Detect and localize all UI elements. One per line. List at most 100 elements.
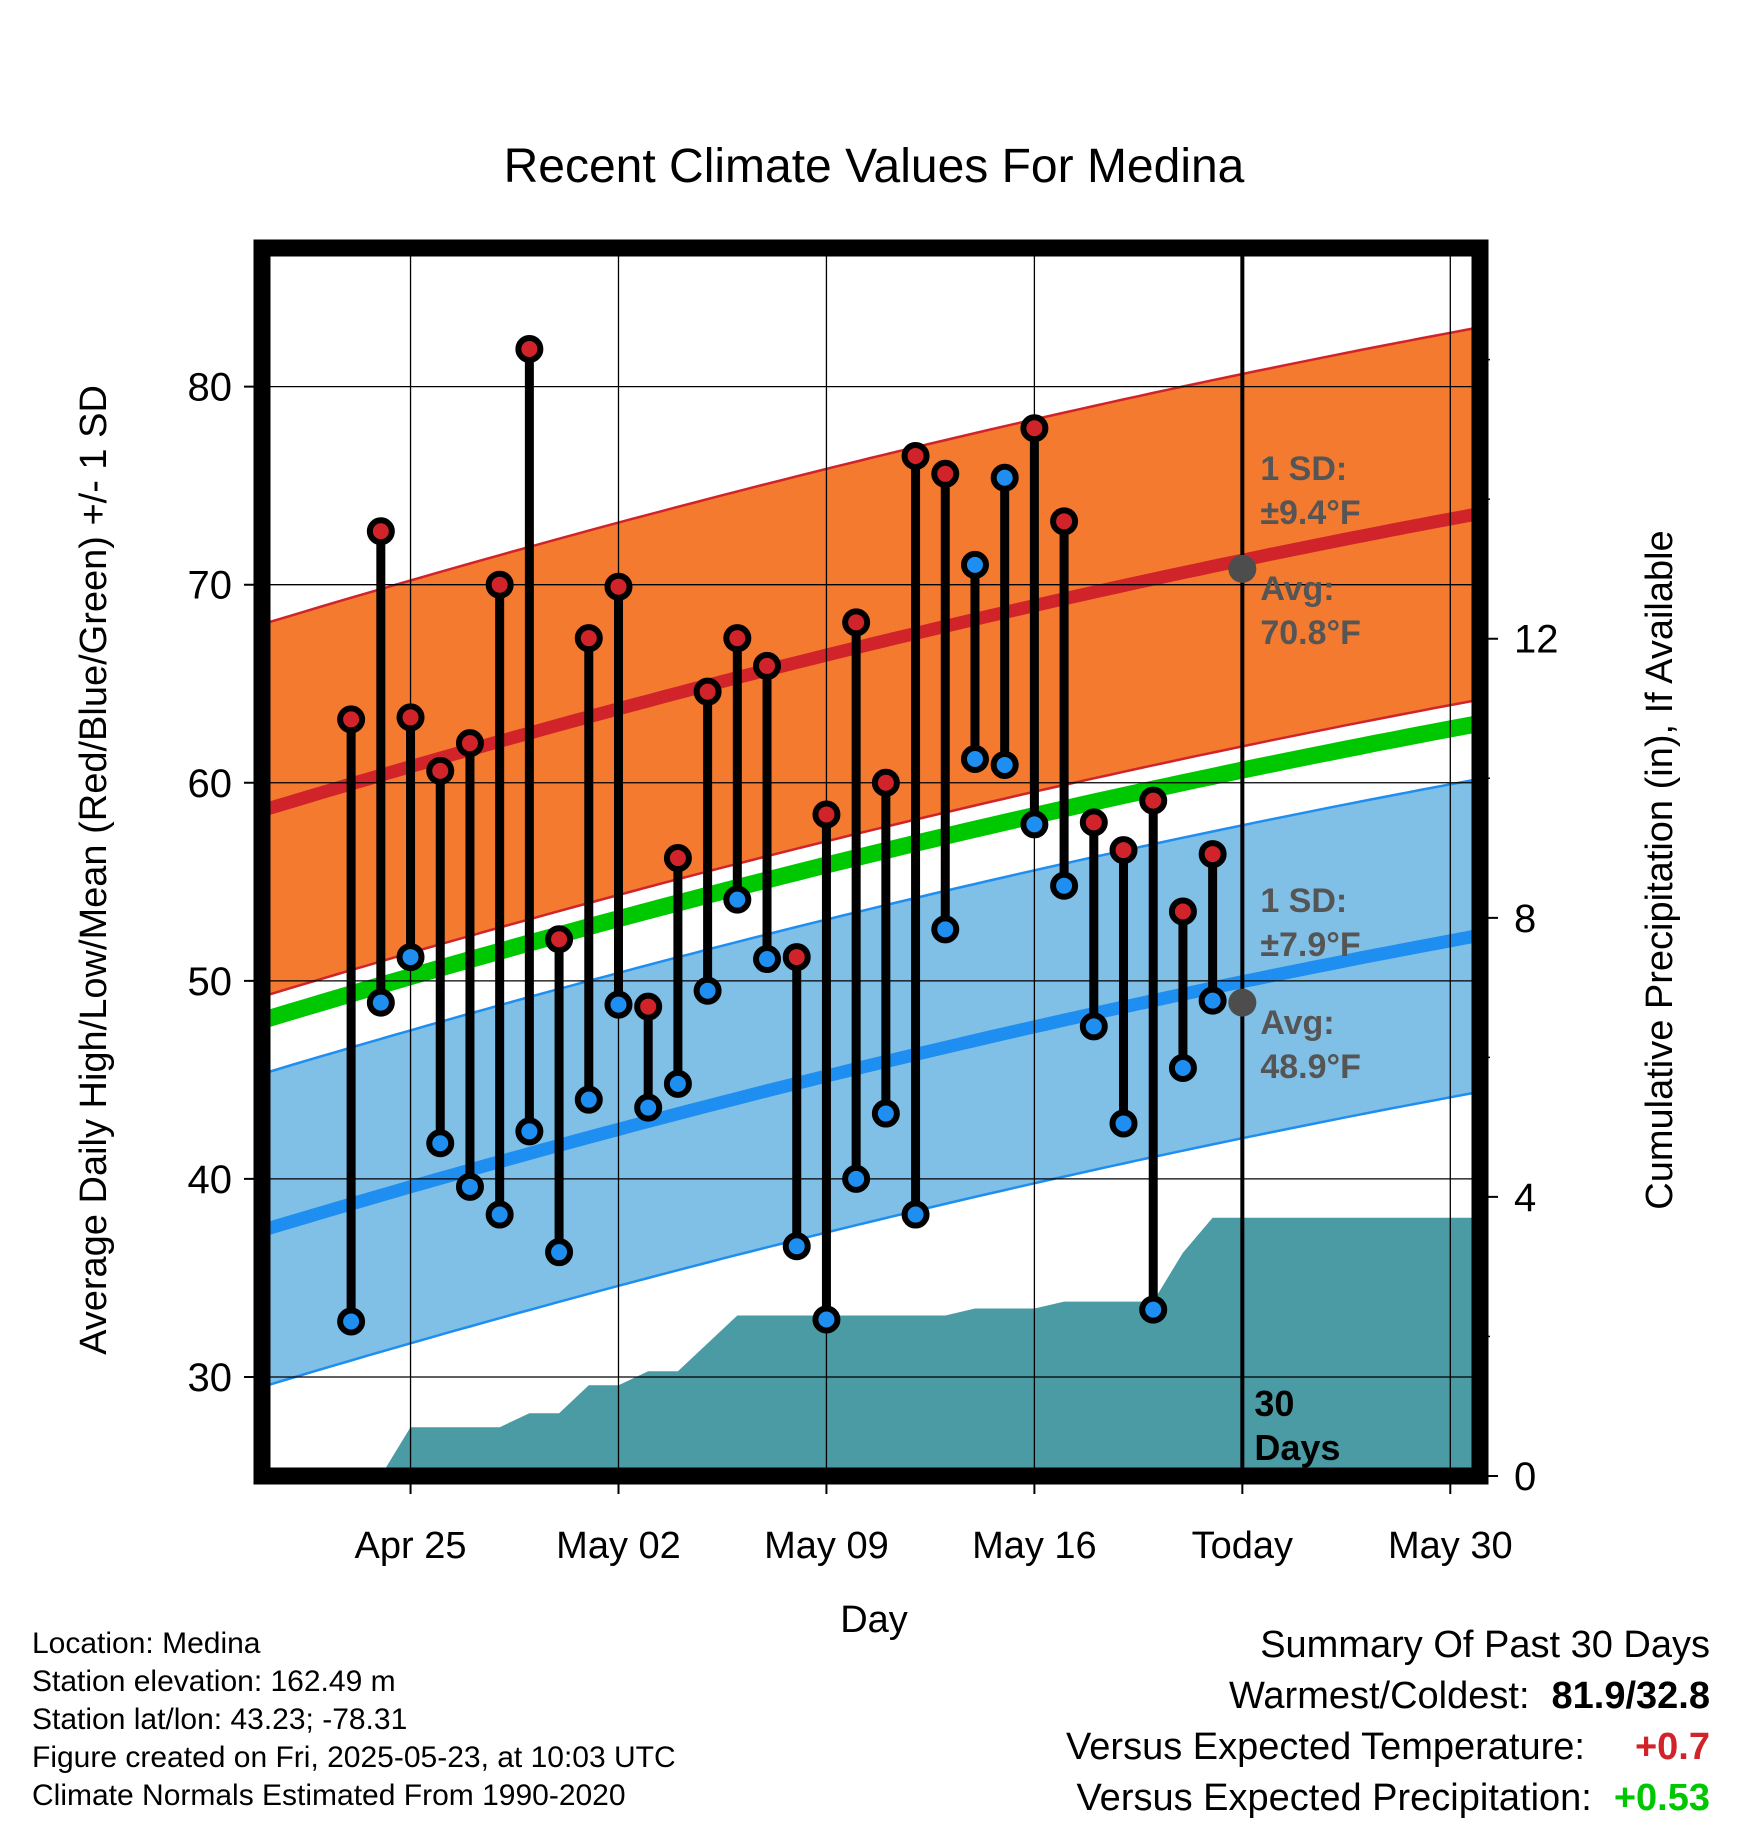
daily-high-point (337, 705, 366, 734)
low-sd-label: 1 SD: (1260, 882, 1347, 920)
daily-low-point (1139, 1295, 1168, 1324)
daily-low-point (604, 990, 633, 1019)
temp-value: +0.7 (1634, 1726, 1710, 1768)
days-count-label: 30 (1254, 1383, 1294, 1424)
daily-high-point (990, 463, 1019, 492)
high-avg-label: Avg: (1260, 570, 1334, 608)
precip-area (262, 1217, 1480, 1476)
x-tick-label: Today (1192, 1525, 1293, 1567)
y-tick-label: 40 (188, 1158, 233, 1202)
daily-low-point (1050, 871, 1079, 900)
low-avg-label: Avg: (1260, 1004, 1334, 1042)
daily-high-point (1139, 786, 1168, 815)
precip-label: Versus Expected Precipitation: (1076, 1777, 1592, 1819)
daily-low-point (931, 915, 960, 944)
daily-high-point (455, 729, 484, 758)
daily-low-point (1198, 986, 1227, 1015)
high-sd-lower-edge (261, 698, 1481, 998)
daily-high-point (901, 441, 930, 470)
y2-tick-label: 0 (1514, 1455, 1536, 1499)
daily-low-point (723, 885, 752, 914)
x-tick-label: May 30 (1388, 1525, 1513, 1567)
daily-low-point (515, 1117, 544, 1146)
daily-low-point (871, 1099, 900, 1128)
chart-title: Recent Climate Values For Medina (504, 140, 1245, 193)
high-sd-band (262, 327, 1480, 997)
daily-low-point (426, 1129, 455, 1158)
low-sd-value: ±7.9°F (1260, 926, 1360, 964)
daily-high-point (1050, 507, 1079, 536)
y-tick-label: 80 (188, 366, 233, 410)
daily-low-point (990, 750, 1019, 779)
daily-high-point (931, 459, 960, 488)
daily-high-point (1109, 836, 1138, 865)
precip-value: +0.53 (1613, 1777, 1710, 1819)
low-sd-lower-edge (261, 1090, 1481, 1389)
climate-normals-note: Climate Normals Estimated From 1990-2020 (32, 1779, 626, 1812)
warm-cold-label: Warmest/Coldest: (1228, 1675, 1530, 1717)
plot-frame (253, 239, 1489, 1485)
daily-high-point (1020, 414, 1049, 443)
x-axis-label: Day (840, 1599, 908, 1641)
daily-high-point (723, 624, 752, 653)
daily-low-point (485, 1200, 514, 1229)
daily-high-point (1168, 897, 1197, 926)
warm-cold-value: 81.9/32.8 (1551, 1675, 1710, 1717)
daily-high-point (782, 943, 811, 972)
figure-created: Figure created on Fri, 2025-05-23, at 10… (32, 1741, 676, 1774)
daily-high-point (1079, 808, 1108, 837)
daily-low-point (545, 1238, 574, 1267)
daily-high-point (812, 800, 841, 829)
daily-low-point (455, 1172, 484, 1201)
daily-low-point (574, 1085, 603, 1114)
today-low-avg-marker (1228, 988, 1257, 1017)
daily-low-point (396, 943, 425, 972)
daily-low-point (693, 976, 722, 1005)
y-axis-label-right: Cumulative Precipitation (in), If Availa… (1639, 530, 1681, 1209)
summary-warm-cold: Warmest/Coldest: 81.9/32.8 (1066, 1671, 1710, 1722)
high-sd-value: ±9.4°F (1260, 494, 1360, 532)
y2-tick-label: 12 (1514, 618, 1559, 662)
daily-low-point (1168, 1053, 1197, 1082)
station-info: Location: Medina Station elevation: 162.… (32, 1625, 676, 1815)
daily-low-point (842, 1164, 871, 1193)
y-tick-label: 60 (188, 762, 233, 806)
y-tick-label: 70 (188, 564, 233, 608)
daily-low-point (663, 1069, 692, 1098)
daily-high-point (366, 517, 395, 546)
daily-high-point (574, 624, 603, 653)
today-high-avg-marker (1228, 554, 1257, 583)
y-axis-label-left: Average Daily High/Low/Mean (Red/Blue/Gr… (73, 385, 115, 1355)
daily-high-point (871, 768, 900, 797)
y-tick-label: 30 (188, 1356, 233, 1400)
daily-high-point (663, 844, 692, 873)
station-location: Location: Medina (32, 1627, 261, 1660)
daily-low-point (634, 1093, 663, 1122)
summary-temp: Versus Expected Temperature: +0.7 (1066, 1722, 1710, 1773)
daily-high-point (842, 608, 871, 637)
low-sd-upper-edge (261, 777, 1481, 1076)
daily-high-point (634, 992, 663, 1021)
temp-label: Versus Expected Temperature: (1066, 1726, 1585, 1768)
daily-high-point (515, 335, 544, 364)
daily-high-point (604, 572, 633, 601)
plot-area: 1 SD: ±9.4°F Avg: 70.8°F 1 SD: ±7.9°F Avg: 48.9… (188, 239, 1559, 1567)
low-sd-band (262, 778, 1480, 1387)
daily-low-point (960, 745, 989, 774)
daily-high-point (396, 703, 425, 732)
daily-low-point (782, 1232, 811, 1261)
daily-high-point (960, 550, 989, 579)
high-avg-value: 70.8°F (1260, 614, 1361, 652)
summary-precip: Versus Expected Precipitation: +0.53 (1066, 1773, 1710, 1824)
daily-low-point (337, 1307, 366, 1336)
x-tick-label: May 09 (764, 1525, 889, 1567)
daily-low-point (753, 945, 782, 974)
summary-panel: Summary Of Past 30 Days Warmest/Coldest:… (1066, 1620, 1710, 1824)
daily-high-point (753, 651, 782, 680)
high-sd-label: 1 SD: (1260, 450, 1347, 488)
station-elevation: Station elevation: 162.49 m (32, 1665, 396, 1698)
daily-low-point (366, 988, 395, 1017)
daily-low-point (1020, 810, 1049, 839)
days-count-label-2: Days (1254, 1427, 1340, 1468)
